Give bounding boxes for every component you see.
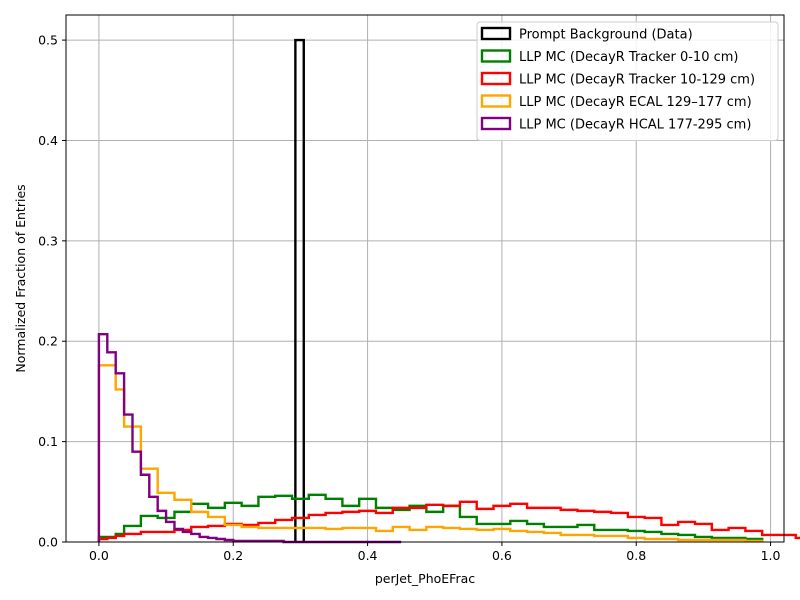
legend-swatch xyxy=(480,94,512,108)
legend-label: LLP MC (DecayR Tracker 10-129 cm) xyxy=(519,73,755,88)
x-axis: 0.0 0.2 0.4 0.6 0.8 1.0 xyxy=(89,542,781,563)
legend-swatch xyxy=(480,116,512,131)
x-tick-label: 0.0 xyxy=(89,548,109,563)
legend: Prompt Background (Data) LLP MC (DecayR T… xyxy=(476,21,779,141)
y-tick-label: 0.1 xyxy=(38,434,58,449)
series-line-3 xyxy=(97,364,764,543)
legend-swatch xyxy=(480,71,512,86)
y-tick-label: 0.0 xyxy=(38,535,58,550)
legend-label: LLP MC (DecayR Tracker 0-10 cm) xyxy=(519,50,738,65)
legend-label: Prompt Background (Data) xyxy=(519,28,693,43)
x-tick-label: 1.0 xyxy=(761,548,781,563)
legend-swatch xyxy=(480,26,512,41)
y-tick-label: 0.3 xyxy=(38,233,58,248)
x-axis-label: perJet_PhoEFrac xyxy=(375,571,475,586)
y-tick-label: 0.4 xyxy=(38,133,58,148)
legend-label: LLP MC (DecayR HCAL 177-295 cm) xyxy=(519,118,751,133)
y-tick-label: 0.2 xyxy=(38,334,58,349)
legend-box xyxy=(476,21,779,141)
legend-label: LLP MC (DecayR ECAL 129–177 cm) xyxy=(519,95,752,110)
x-tick-label: 0.2 xyxy=(223,548,243,563)
series-layer xyxy=(97,38,800,544)
y-axis: 0.0 0.1 0.2 0.3 0.4 0.5 xyxy=(38,33,66,550)
x-tick-label: 0.8 xyxy=(626,548,646,563)
y-axis-label: Normalized Fraction of Entries xyxy=(13,184,28,372)
plot-frame xyxy=(65,14,785,543)
y-tick-label: 0.5 xyxy=(38,33,58,48)
series-line-1 xyxy=(97,493,764,542)
x-tick-label: 0.6 xyxy=(492,548,512,563)
x-tick-label: 0.4 xyxy=(358,548,378,563)
series-line-0 xyxy=(294,38,305,542)
legend-swatch xyxy=(480,49,512,63)
